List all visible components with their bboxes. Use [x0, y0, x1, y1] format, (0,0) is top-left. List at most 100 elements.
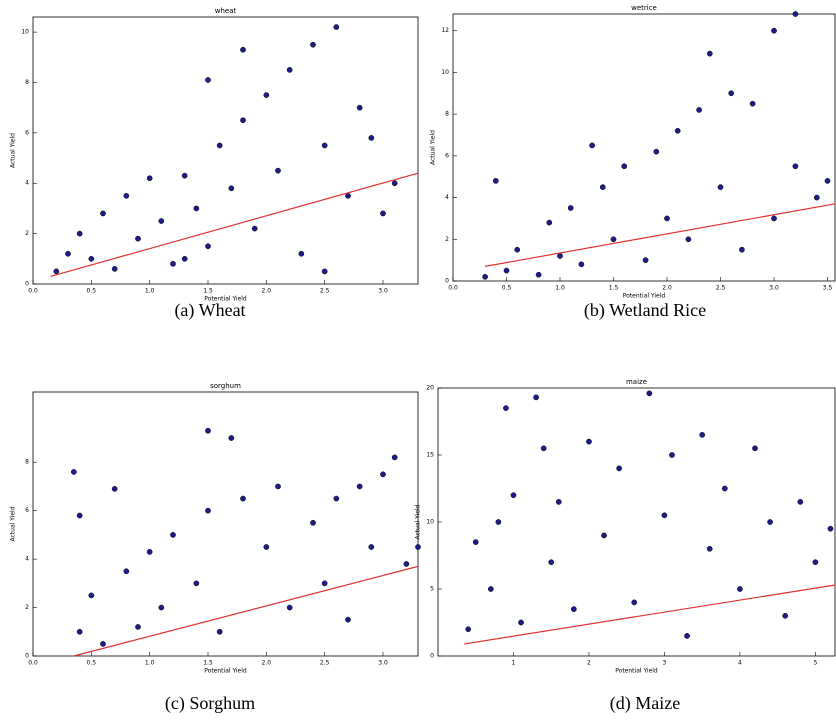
point [510, 492, 517, 499]
y-tick-label: 0 [430, 653, 434, 660]
x-tick-label: 3.0 [378, 288, 388, 295]
point [298, 250, 305, 257]
point [391, 180, 398, 187]
point [487, 586, 494, 592]
point [65, 250, 71, 257]
point [170, 532, 176, 538]
point [251, 225, 258, 232]
x-tick-label: 2 [587, 660, 591, 667]
x-tick-label: 2.0 [262, 288, 272, 295]
point [631, 599, 638, 606]
point [205, 77, 211, 83]
point [717, 184, 724, 190]
x-tick-label: 0.5 [87, 288, 97, 295]
point [699, 432, 706, 438]
y-tick-label: 6 [445, 152, 449, 159]
point [181, 172, 188, 179]
point [503, 405, 509, 411]
point [540, 445, 547, 452]
point [696, 107, 702, 113]
y-tick-label: 6 [25, 129, 29, 136]
point [721, 485, 728, 492]
point [557, 253, 563, 259]
y-tick-label: 4 [25, 556, 29, 563]
point [380, 210, 386, 217]
x-tick-label: 0.0 [28, 288, 38, 295]
point [88, 255, 95, 262]
point [356, 483, 363, 490]
point [228, 185, 235, 192]
x-tick-label: 3 [663, 660, 667, 667]
point [535, 271, 542, 278]
point [181, 255, 188, 262]
x-tick-label: 1.0 [145, 288, 155, 295]
point [111, 266, 118, 272]
point [599, 184, 606, 190]
point [146, 175, 153, 182]
point [813, 194, 820, 201]
point [275, 167, 281, 174]
y-tick-label: 4 [25, 180, 29, 187]
y-axis-label: Actual Yield [10, 506, 17, 541]
y-tick-label: 15 [426, 452, 434, 459]
point [514, 246, 521, 253]
point [345, 192, 351, 199]
point [812, 559, 819, 566]
y-tick-label: 10 [426, 519, 434, 526]
point [824, 178, 831, 184]
point [482, 273, 488, 280]
point [669, 452, 675, 458]
y-tick-label: 8 [445, 111, 449, 118]
point [503, 267, 510, 274]
plot-area [452, 13, 836, 282]
point [403, 561, 410, 567]
point [310, 41, 316, 48]
caption: (b) Wetland Rice [584, 300, 706, 321]
point [771, 27, 777, 34]
point [368, 544, 375, 550]
y-axis-label: Actual Yield [430, 130, 437, 165]
point [533, 394, 539, 401]
y-tick-label: 2 [25, 604, 29, 611]
point [321, 580, 328, 587]
point [170, 260, 176, 267]
point [310, 519, 316, 526]
point [53, 268, 60, 275]
point [216, 142, 223, 149]
y-tick-label: 0 [25, 653, 29, 660]
point [193, 205, 200, 212]
y-tick-label: 20 [426, 385, 434, 392]
point [263, 544, 270, 550]
point [100, 210, 106, 217]
y-tick-label: 2 [445, 236, 449, 243]
point [674, 127, 681, 134]
y-axis-label: Actual Yield [10, 133, 17, 168]
point [578, 261, 585, 268]
point [706, 50, 713, 57]
point [610, 236, 617, 243]
point [567, 205, 574, 211]
point [653, 148, 660, 155]
point [391, 454, 398, 461]
point [661, 512, 668, 519]
x-tick-label: 0.5 [87, 660, 97, 667]
y-tick-label: 2 [25, 230, 29, 237]
x-tick-label: 0.0 [448, 285, 458, 292]
point [621, 163, 628, 170]
point [135, 624, 141, 630]
fit-line [73, 565, 419, 657]
point [752, 445, 758, 452]
point [70, 469, 77, 475]
point [286, 67, 293, 73]
point [286, 604, 293, 611]
plot-area [32, 391, 419, 657]
point [737, 586, 743, 592]
y-tick-label: 8 [25, 79, 29, 86]
point [782, 612, 789, 619]
point [228, 435, 235, 441]
point [616, 465, 622, 472]
point [205, 243, 211, 250]
point [275, 483, 281, 490]
y-tick-label: 10 [441, 69, 449, 76]
